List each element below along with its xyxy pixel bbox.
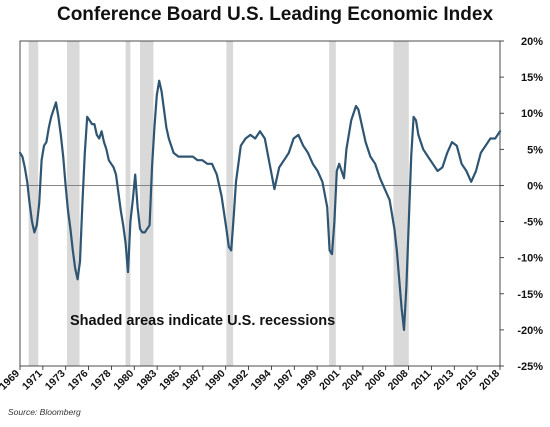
x-tick-label: 2013 — [431, 367, 456, 392]
x-tick-label: 1985 — [157, 367, 182, 392]
x-tick-label: 2015 — [454, 367, 479, 392]
x-tick-label: 1997 — [271, 367, 296, 392]
y-tick-label: -5% — [523, 217, 543, 229]
recession-band-3 — [140, 41, 154, 366]
x-tick-label: 1992 — [226, 367, 251, 392]
recession-band-4 — [226, 41, 234, 366]
x-axis: 1969197119731976197819801983198519871990… — [0, 366, 502, 393]
recession-annotation: Shaded areas indicate U.S. recessions — [70, 313, 336, 329]
recession-band-2 — [125, 41, 131, 366]
x-tick-label: 1990 — [203, 367, 228, 392]
y-tick-label: 15% — [521, 72, 543, 84]
y-tick-label: 0% — [527, 180, 543, 192]
x-tick-label: 1978 — [89, 367, 114, 392]
y-tick-label: -10% — [517, 253, 543, 265]
recession-bands — [28, 41, 409, 366]
x-tick-label: 1980 — [111, 367, 136, 392]
y-tick-label: -25% — [517, 361, 543, 373]
x-tick-label: 2011 — [409, 367, 434, 392]
y-tick-label: 5% — [527, 144, 543, 156]
x-tick-label: 2008 — [386, 367, 411, 392]
recession-band-0 — [28, 41, 39, 366]
x-tick-label: 1999 — [294, 367, 319, 392]
x-tick-label: 1971 — [20, 367, 45, 392]
y-tick-label: 20% — [521, 36, 543, 48]
series-layer — [18, 79, 502, 331]
x-tick-label: 1987 — [180, 367, 205, 392]
recession-band-5 — [329, 41, 336, 366]
plot-frame — [19, 40, 501, 367]
recession-band-6 — [393, 41, 409, 366]
x-tick-label: 1994 — [249, 367, 274, 392]
y-tick-label: 10% — [521, 108, 543, 120]
x-tick-label: 2018 — [477, 367, 502, 392]
recession-band-1 — [67, 41, 80, 366]
y-axis: 20% 15% 10% 5% 0% -5% -10% -15% -20% -25% — [500, 36, 543, 373]
chart-title: Conference Board U.S. Leading Economic I… — [56, 4, 494, 25]
x-tick-label: 1976 — [66, 367, 91, 392]
x-tick-label: 2004 — [340, 367, 365, 392]
series-line-0 — [18, 79, 502, 331]
x-tick-label: 1973 — [43, 367, 68, 392]
y-tick-label: -15% — [517, 289, 543, 301]
source-note: Source: Bloomberg — [8, 407, 81, 417]
y-tick-label: -20% — [517, 325, 543, 337]
x-tick-label: 2006 — [363, 367, 388, 392]
x-tick-label: 1969 — [0, 367, 22, 392]
x-tick-label: 1983 — [134, 367, 159, 392]
x-tick-label: 2001 — [317, 367, 342, 392]
